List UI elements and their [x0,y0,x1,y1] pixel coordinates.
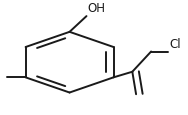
Text: Cl: Cl [169,37,181,50]
Text: OH: OH [87,2,105,15]
